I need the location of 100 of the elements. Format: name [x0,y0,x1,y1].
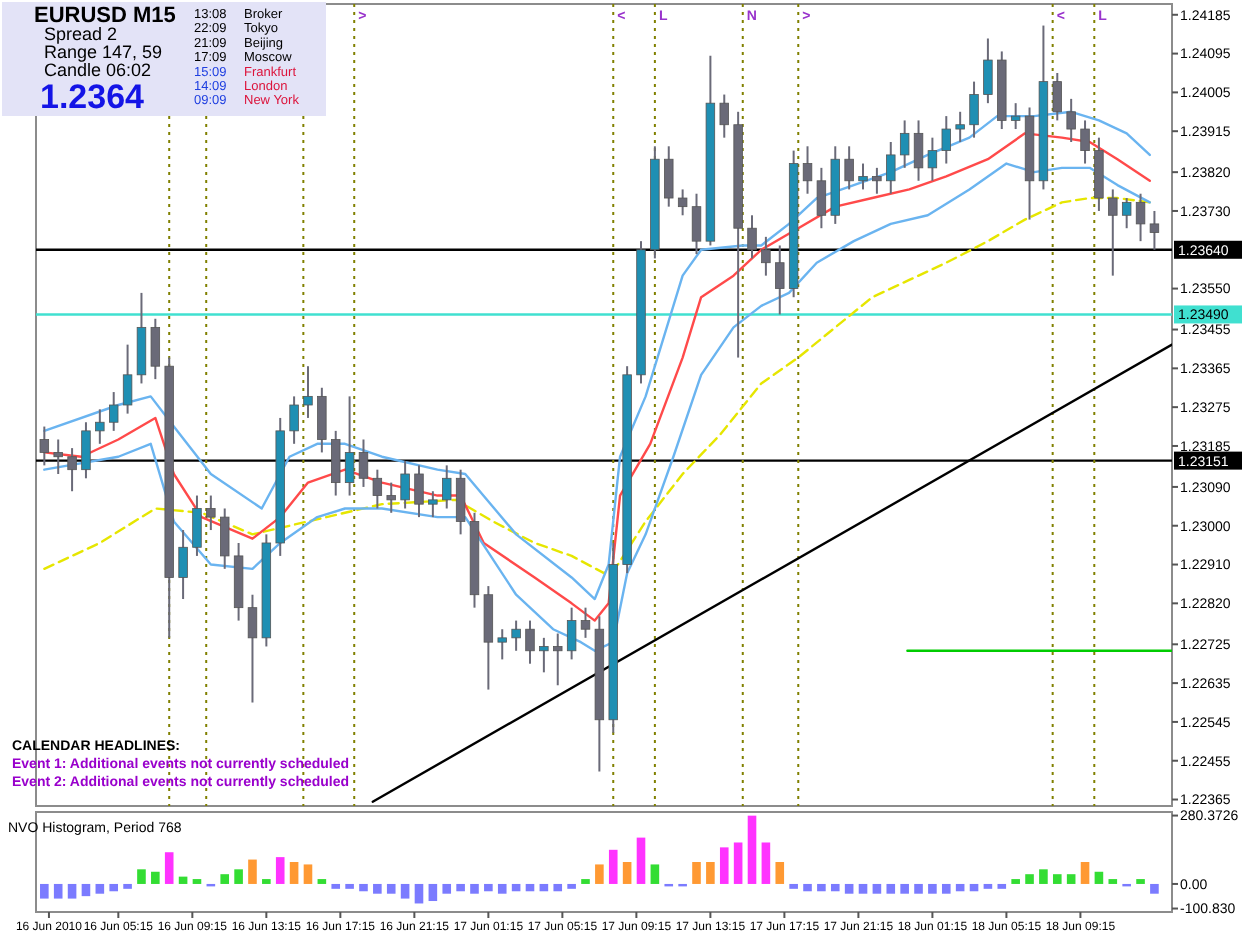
bar [359,883,368,892]
bar [636,837,646,884]
candlestick [386,481,396,514]
candlestick [566,606,577,661]
bar [345,883,354,889]
candlestick [206,494,216,532]
bar [428,883,438,902]
candlestick [747,214,757,260]
bar [608,849,618,884]
bar [706,862,715,884]
bar [872,883,882,894]
candlestick [580,606,591,639]
bar [650,864,660,884]
bar [928,883,937,894]
candlestick [955,110,965,143]
candlestick [1080,119,1090,165]
candlestick [414,464,424,519]
candlestick [969,80,979,139]
candlestick [761,235,771,277]
bar [40,883,49,899]
bar [553,883,563,892]
candlestick [691,192,702,256]
bar [442,883,452,894]
candlestick [802,145,813,195]
bar [289,862,299,884]
bar [886,883,896,894]
bar [373,883,382,894]
bar [456,883,465,892]
bar [719,847,729,884]
annotation: Range 147, 59 [44,42,163,62]
candlestick [816,166,827,230]
candlestick [95,408,105,445]
candlestick [178,529,188,601]
candlestick [289,395,299,445]
candlestick [553,632,563,687]
candlestick [372,468,383,510]
candlestick [1135,192,1146,243]
candlestick [525,619,535,665]
candlestick [497,628,507,661]
bar [900,883,909,894]
candlestick [1066,97,1076,143]
candlestick [81,421,91,480]
bar [803,883,812,892]
candlestick [400,460,410,510]
bar [123,883,132,889]
candlestick [1094,136,1104,212]
candlestick [1052,71,1062,122]
chart-title: EURUSD M15 [34,4,176,28]
annotation: Spread 2 [44,24,118,44]
candlestick [109,391,119,432]
bar [1039,869,1048,884]
bar [67,883,77,899]
candlestick [67,447,77,493]
candlestick [122,343,133,415]
candlestick [664,145,674,208]
candlestick [317,386,327,454]
candlestick [358,438,369,488]
candlestick [39,425,50,467]
candlestick [844,145,854,191]
bar [1052,874,1062,884]
bar [234,869,243,884]
candlestick [331,429,341,497]
bar [220,874,230,884]
annotation: 1.2364 [40,78,146,116]
candlestick [192,494,202,557]
bar [914,883,923,894]
bar [400,883,410,899]
candlestick [220,507,230,570]
bar [53,883,63,899]
bar [109,883,119,892]
bar [470,883,479,894]
bar [1150,883,1159,894]
candlestick [872,166,882,195]
bar [567,883,576,889]
candlestick [913,119,924,182]
bar [137,869,146,884]
candlestick [539,636,549,674]
bar [95,883,105,894]
bar [386,883,396,894]
candlestick [53,438,63,475]
bar [497,883,507,894]
candlestick [941,115,951,165]
candlestick [1010,102,1021,131]
candlestick [344,395,355,497]
bar [761,842,771,884]
bar [151,871,160,884]
bar [844,883,854,894]
bar [858,883,868,894]
candlestick [899,119,910,169]
bar [775,862,785,884]
candlestick [677,188,688,217]
bar [817,883,826,892]
bar [692,862,701,884]
bar [248,859,257,884]
candlestick [442,464,452,510]
bar [997,883,1007,889]
candlestick [511,619,521,652]
candlestick [136,291,147,385]
bar [941,883,951,894]
bar [1025,874,1034,884]
